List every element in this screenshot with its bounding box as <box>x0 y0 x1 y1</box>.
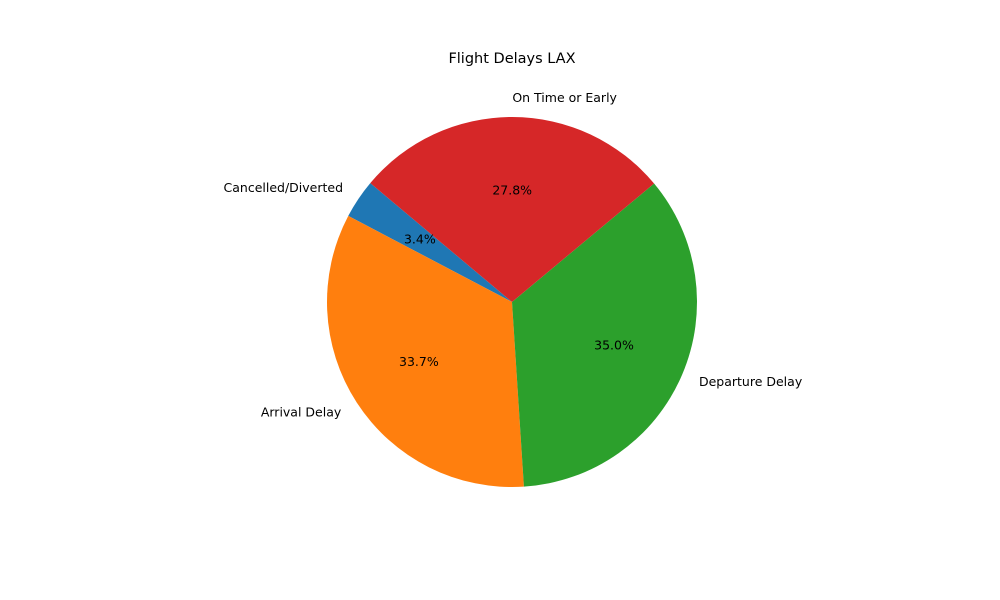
slice-label-on-time-or-early: On Time or Early <box>512 90 617 105</box>
slice-percent-cancelled-diverted: 3.4% <box>404 232 436 247</box>
slice-percent-departure-delay: 35.0% <box>594 337 634 352</box>
pie-slice-arrival-delay <box>327 215 524 488</box>
slice-percent-arrival-delay: 33.7% <box>399 354 439 369</box>
pie-slices <box>327 116 697 488</box>
pie-slice-departure-delay <box>512 183 697 487</box>
pie-slice-cancelled-diverted <box>348 183 512 302</box>
pie-slice-on-time-or-early <box>370 116 655 302</box>
chart-title: Flight Delays LAX <box>448 51 575 67</box>
slice-percent-on-time-or-early: 27.8% <box>492 183 532 198</box>
slice-label-departure-delay: Departure Delay <box>699 374 803 389</box>
pie-labels: Cancelled/Diverted 3.4% Arrival Delay 33.7%… <box>224 90 803 419</box>
slice-label-arrival-delay: Arrival Delay <box>261 404 342 419</box>
slice-label-cancelled-diverted: Cancelled/Diverted <box>224 180 344 195</box>
